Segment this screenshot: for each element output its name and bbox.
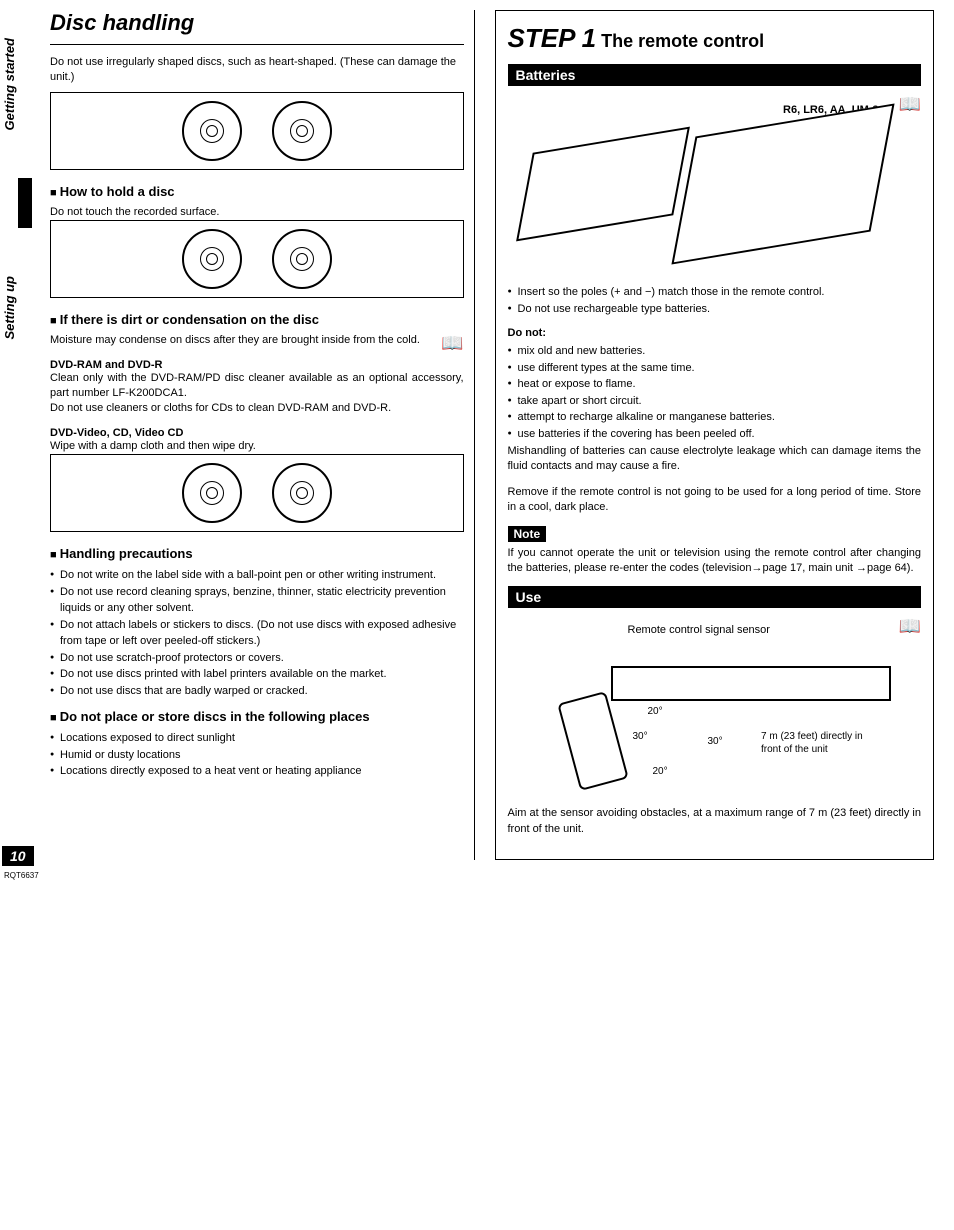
storage-list: Locations exposed to direct sunlight Hum…	[50, 730, 464, 780]
list-item: Humid or dusty locations	[50, 747, 464, 764]
precautions-heading: Handling precautions	[50, 546, 464, 561]
angle-20-label-2: 20°	[653, 766, 668, 777]
note-text: If you cannot operate the unit or televi…	[508, 546, 922, 577]
intro-text: Do not use irregularly shaped discs, suc…	[50, 55, 464, 86]
list-item: Locations directly exposed to a heat ven…	[50, 763, 464, 780]
precautions-list: Do not write on the label side with a ba…	[50, 567, 464, 699]
dirt-condensation-heading: If there is dirt or condensation on the …	[50, 312, 464, 327]
hold-disc-icon-1	[182, 229, 242, 289]
irregular-disc-figure	[50, 92, 464, 170]
tab-marker	[18, 178, 32, 228]
insert-list: Insert so the poles (+ and −) match thos…	[508, 284, 922, 317]
remote-use-figure: Remote control signal sensor 20° 30° 30°…	[508, 616, 922, 796]
hold-disc-figure	[50, 220, 464, 298]
list-item: mix old and new batteries.	[508, 343, 922, 360]
list-item: Insert so the poles (+ and −) match thos…	[508, 284, 922, 301]
list-item: Do not write on the label side with a ba…	[50, 567, 464, 584]
list-item: take apart or short circuit.	[508, 393, 922, 410]
list-item: Locations exposed to direct sunlight	[50, 730, 464, 747]
triangle-disc-icon	[272, 101, 332, 161]
dvdram-text2: Do not use cleaners or cloths for CDs to…	[50, 401, 464, 416]
how-to-hold-text: Do not touch the recorded surface.	[50, 205, 464, 220]
list-item: Do not use scratch-proof protectors or c…	[50, 650, 464, 667]
dvdram-heading: DVD-RAM and DVD-R	[50, 359, 464, 371]
list-item: Do not use rechargeable type batteries.	[508, 301, 922, 318]
hold-disc-icon-2	[272, 229, 332, 289]
storage-heading: Do not place or store discs in the follo…	[50, 709, 464, 724]
step-subtitle: The remote control	[601, 31, 764, 51]
heart-disc-icon	[182, 101, 242, 161]
wipe-disc-icon-2	[272, 463, 332, 523]
angle-30-label: 30°	[633, 731, 648, 742]
reference-icon: 📖	[441, 333, 463, 354]
list-item: Do not use record cleaning sprays, benzi…	[50, 584, 464, 617]
wipe-disc-icon-1	[182, 463, 242, 523]
reference-icon: 📖	[899, 94, 921, 115]
remote-battery-compartment-icon	[671, 103, 894, 264]
list-item: use batteries if the covering has been p…	[508, 426, 922, 443]
list-item: Do not attach labels or stickers to disc…	[50, 617, 464, 650]
moisture-text: Moisture may condense on discs after the…	[50, 333, 464, 348]
list-item: use different types at the same time.	[508, 360, 922, 377]
list-item: attempt to recharge alkaline or manganes…	[508, 409, 922, 426]
list-item: heat or expose to flame.	[508, 376, 922, 393]
donot-heading: Do not:	[508, 327, 922, 339]
wipe-disc-figure	[50, 454, 464, 532]
remote-back-icon	[516, 127, 690, 242]
remove-text: Remove if the remote control is not goin…	[508, 485, 922, 516]
left-column: Disc handling Do not use irregularly sha…	[40, 10, 475, 860]
tab-setting-up: Setting up	[0, 268, 40, 348]
tab-getting-started: Getting started	[0, 30, 40, 138]
sensor-label: Remote control signal sensor	[628, 624, 770, 636]
batteries-bar: Batteries	[508, 64, 922, 86]
step-title: STEP 1 The remote control	[508, 23, 922, 54]
remote-control-icon	[557, 691, 629, 791]
list-item: Do not use discs that are badly warped o…	[50, 683, 464, 700]
aim-text: Aim at the sensor avoiding obstacles, at…	[508, 806, 922, 837]
content-columns: Disc handling Do not use irregularly sha…	[40, 10, 934, 860]
dvdram-text1: Clean only with the DVD-RAM/PD disc clea…	[50, 371, 464, 402]
disc-handling-title: Disc handling	[50, 10, 464, 36]
angle-20-label: 20°	[648, 706, 663, 717]
use-bar: Use	[508, 586, 922, 608]
distance-label: 7 m (23 feet) directly in front of the u…	[761, 730, 881, 756]
side-tabs: Getting started Setting up	[0, 10, 40, 860]
manual-page: Getting started Setting up Disc handling…	[0, 0, 954, 870]
note-label: Note	[508, 526, 547, 542]
wipe-text: Wipe with a damp cloth and then wipe dry…	[50, 439, 464, 454]
angle-30-label-2: 30°	[708, 736, 723, 747]
title-rule	[50, 44, 464, 45]
mishandling-text: Mishandling of batteries can cause elect…	[508, 444, 922, 475]
dvdvideo-heading: DVD-Video, CD, Video CD	[50, 427, 464, 439]
doc-code: RQT6637	[4, 871, 39, 880]
right-column: STEP 1 The remote control Batteries 📖 R6…	[495, 10, 935, 860]
donot-list: mix old and new batteries. use different…	[508, 343, 922, 442]
page-number: 10	[2, 846, 34, 866]
how-to-hold-heading: How to hold a disc	[50, 184, 464, 199]
remote-battery-figure: R6, LR6, AA, UM-3	[508, 94, 899, 274]
list-item: Do not use discs printed with label prin…	[50, 666, 464, 683]
step-label: STEP 1	[508, 23, 597, 53]
dvd-unit-icon	[611, 666, 891, 701]
